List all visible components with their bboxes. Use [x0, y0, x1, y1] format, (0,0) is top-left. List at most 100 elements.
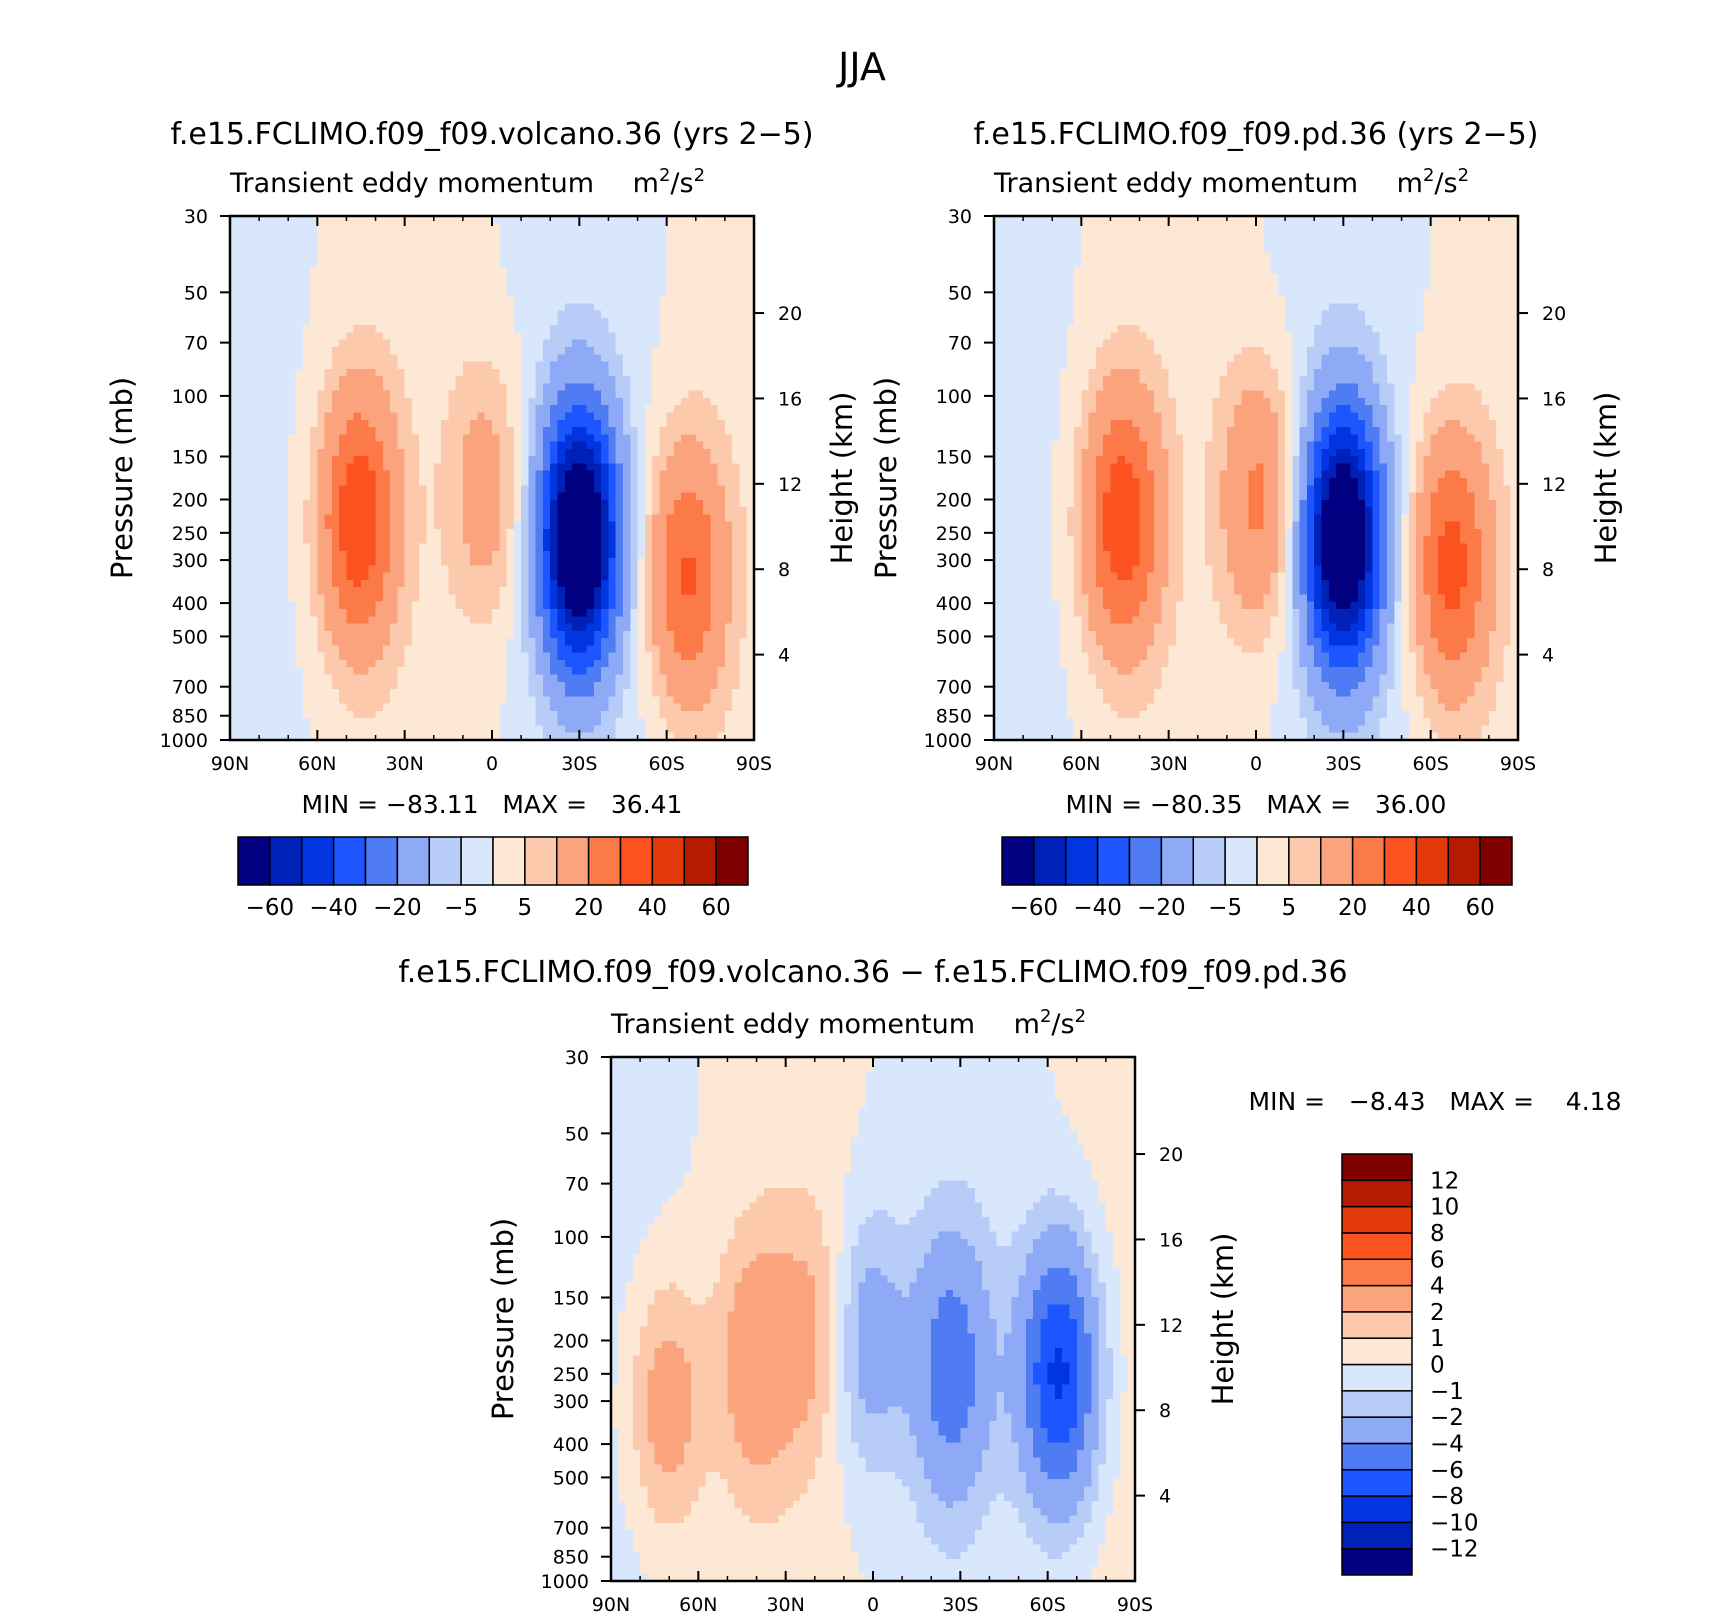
y-axis-label: Pressure (mb): [486, 1218, 520, 1420]
colorbar-swatch: [524, 836, 558, 886]
colorbar-swatch: [1341, 1495, 1413, 1524]
colorbar-swatch: [301, 836, 335, 886]
colorbar-label: −5: [1208, 895, 1242, 921]
x-tick-label: 0: [1250, 753, 1262, 775]
colorbar-swatch: [1341, 1205, 1413, 1234]
y-tick-label: 250: [172, 523, 208, 545]
colorbar-swatch: [364, 836, 399, 886]
colorbar-label: 8: [1430, 1221, 1445, 1247]
colorbar-swatch: [269, 836, 303, 886]
colorbar-label: −8: [1430, 1484, 1464, 1510]
x-tick-label: 0: [486, 753, 498, 775]
colorbar-swatch: [1001, 836, 1035, 886]
y2-tick-label: 16: [778, 388, 802, 410]
y-tick-label: 100: [553, 1227, 589, 1249]
colorbar-swatch: [1065, 836, 1099, 886]
colorbar-label: −20: [373, 895, 422, 921]
y-tick-label: 50: [565, 1123, 589, 1145]
panel-difference: f.e15.FCLIMO.f09_f09.volcano.36 − f.e15.…: [398, 955, 1621, 1616]
x-tick-label: 60S: [1413, 753, 1449, 775]
y2-tick-label: 4: [778, 645, 790, 667]
y-tick-label: 300: [553, 1391, 589, 1413]
y2-tick-label: 16: [1542, 388, 1566, 410]
colorbar-swatch: [1192, 836, 1226, 886]
x-tick-label: 60N: [1062, 753, 1100, 775]
figure-title: JJA: [836, 45, 886, 89]
colorbar-swatch: [683, 836, 717, 886]
colorbar-swatch: [332, 836, 367, 886]
y2-tick-label: 20: [1159, 1144, 1183, 1166]
y2-tick-label: 8: [1542, 559, 1554, 581]
colorbar-label: −5: [444, 895, 478, 921]
colorbar-label: 10: [1430, 1195, 1459, 1221]
colorbar-swatch: [1341, 1337, 1413, 1366]
x-tick-label: 90N: [975, 753, 1013, 775]
y-tick-label: 150: [936, 447, 972, 469]
colorbar-swatch: [1341, 1363, 1413, 1392]
y-tick-label: 200: [553, 1330, 589, 1352]
y-tick-label: 70: [565, 1174, 589, 1196]
y-tick-label: 300: [172, 550, 208, 572]
colorbar-label: 0: [1430, 1353, 1445, 1379]
colorbar-swatch: [1341, 1521, 1413, 1550]
colorbar-swatch: [1341, 1311, 1413, 1339]
x-tick-label: 30N: [766, 1594, 804, 1616]
x-tick-label: 30S: [1325, 753, 1361, 775]
colorbar: −60 −40 −20 −5 5 20 40 60: [1001, 836, 1513, 921]
x-tick-label: 30S: [942, 1594, 978, 1616]
y-axis-label: Pressure (mb): [105, 377, 139, 579]
panel-title: f.e15.FCLIMO.f09_f09.pd.36 (yrs 2−5): [974, 117, 1539, 152]
colorbar-label: 40: [638, 895, 667, 921]
colorbar-swatch: [237, 836, 271, 886]
y2-axis-label: Height (km): [1206, 1233, 1240, 1406]
y-tick-label: 30: [184, 206, 208, 228]
colorbar-label: 12: [1430, 1168, 1459, 1194]
x-tick-label: 60N: [679, 1594, 717, 1616]
x-tick-label: 90S: [1500, 753, 1536, 775]
colorbar-label: 5: [1282, 895, 1297, 921]
colorbar-label: −12: [1430, 1537, 1479, 1563]
colorbar-label: −20: [1137, 895, 1186, 921]
colorbar-label: 4: [1430, 1274, 1445, 1300]
colorbar-label: −60: [1010, 895, 1059, 921]
y2-tick-label: 8: [778, 559, 790, 581]
colorbar-label: −2: [1430, 1405, 1464, 1431]
y-tick-label: 50: [184, 282, 208, 304]
y-tick-label: 850: [936, 706, 972, 728]
min-max-stats: MIN = −8.43 MAX = 4.18: [1249, 1087, 1622, 1116]
colorbar-swatch: [1033, 836, 1067, 886]
colorbar-swatch: [1341, 1416, 1413, 1445]
colorbar-label: −10: [1430, 1510, 1479, 1536]
colorbar-swatch: [492, 836, 526, 886]
panel-subtitle: Transient eddy momentum m2/s2: [610, 1006, 1086, 1040]
x-tick-label: 60S: [1030, 1594, 1066, 1616]
y2-axis-label: Height (km): [1589, 392, 1623, 565]
x-tick-label: 30N: [385, 753, 423, 775]
min-max-stats: MIN = −80.35 MAX = 36.00: [1066, 790, 1447, 819]
y-tick-label: 250: [553, 1364, 589, 1386]
colorbar-label: −6: [1430, 1458, 1464, 1484]
y-tick-label: 400: [936, 593, 972, 615]
panel-subtitle: Transient eddy momentum m2/s2: [993, 165, 1469, 199]
y-tick-label: 700: [936, 677, 972, 699]
y2-tick-label: 20: [1542, 303, 1566, 325]
colorbar-label: 2: [1430, 1300, 1445, 1326]
y-tick-label: 100: [936, 386, 972, 408]
colorbar-label: 40: [1402, 895, 1431, 921]
colorbar: −60 −40 −20 −5 5 20 40 60: [237, 836, 749, 921]
y2-tick-label: 12: [1159, 1315, 1183, 1337]
y2-tick-label: 4: [1159, 1486, 1171, 1508]
colorbar-label: 5: [518, 895, 533, 921]
colorbar-swatch: [715, 836, 749, 886]
y2-tick-label: 12: [1542, 474, 1566, 496]
colorbar-swatch: [428, 836, 462, 886]
y-tick-label: 30: [948, 206, 972, 228]
panel-volcano: f.e15.FCLIMO.f09_f09.volcano.36 (yrs 2−5…: [105, 117, 859, 921]
y2-tick-label: 20: [778, 303, 802, 325]
colorbar-swatch: [1447, 836, 1481, 886]
y-tick-label: 400: [172, 593, 208, 615]
y-tick-label: 850: [553, 1547, 589, 1569]
colorbar-swatch: [1341, 1547, 1413, 1576]
colorbar-swatch: [651, 836, 685, 886]
colorbar-swatch: [1160, 836, 1194, 886]
